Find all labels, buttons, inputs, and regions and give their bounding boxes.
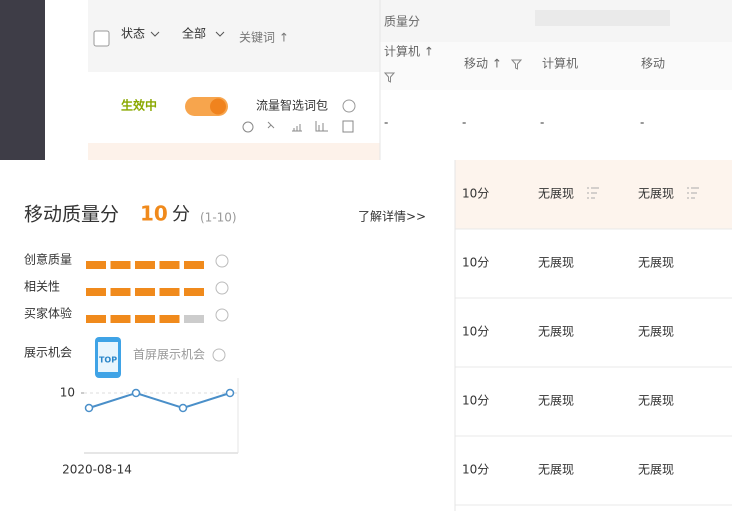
row-highlight	[455, 160, 732, 229]
level-segment	[86, 288, 106, 296]
metric-label: 创意质量	[24, 252, 72, 267]
cell: 无展现	[538, 187, 574, 201]
column-header[interactable]: 计算机 ↑	[384, 44, 434, 59]
cell: 无展现	[538, 394, 574, 408]
help-icon[interactable]	[342, 99, 356, 113]
y-tick-label: 10	[60, 386, 75, 400]
column-header: 移动	[641, 57, 665, 71]
cell: 无展现	[638, 187, 674, 201]
level-segment	[184, 288, 204, 296]
cell: 无展现	[638, 394, 674, 408]
level-segment	[86, 315, 106, 323]
status-filter[interactable]: 状态	[121, 27, 145, 41]
cell: -	[462, 116, 466, 130]
popup-title: 移动质量分	[24, 204, 119, 226]
cell: -	[640, 116, 644, 130]
cell: 无展现	[538, 325, 574, 339]
point	[131, 388, 141, 398]
level-segment	[159, 315, 180, 323]
metric-label: 相关性	[24, 280, 60, 294]
cell: 10分	[462, 463, 489, 477]
level-segment	[184, 261, 204, 269]
x-tick-label: 2020-08-14	[62, 463, 132, 477]
point	[178, 403, 188, 413]
phone-badge: TOP	[99, 356, 117, 365]
help-icon[interactable]	[215, 254, 229, 268]
package-name: 流量智选词包	[256, 98, 328, 113]
trend-chart: 10 2020-08-14	[60, 378, 239, 477]
cell: -	[540, 116, 544, 130]
column-header	[380, 42, 732, 90]
column-header[interactable]: 移动 ↑	[464, 57, 502, 71]
level-segment	[110, 261, 131, 269]
chevron	[150, 31, 160, 37]
score: 10	[140, 202, 168, 226]
cell: 无展现	[638, 463, 674, 477]
group-title: 质量分	[384, 15, 420, 29]
level-segment	[110, 288, 131, 296]
metric-label: 买家体验	[24, 306, 72, 321]
details-link[interactable]: 了解详情>>	[358, 209, 426, 224]
cell: 10分	[462, 256, 489, 270]
cell: 无展现	[638, 256, 674, 270]
level-segment	[159, 261, 180, 269]
level-segment	[159, 288, 180, 296]
level-segment	[135, 261, 155, 269]
level-segment	[184, 315, 204, 323]
score-unit: 分	[172, 204, 190, 225]
point	[84, 403, 94, 413]
help-icon[interactable]	[215, 281, 229, 295]
column-header: 计算机	[542, 56, 578, 71]
filter-icon[interactable]	[510, 59, 523, 70]
cell: 10分	[462, 325, 489, 339]
opportunity-label: 展示机会	[24, 346, 72, 360]
sort-icon	[687, 187, 699, 199]
cell: 10分	[462, 394, 489, 408]
left-header	[88, 0, 380, 72]
chevron	[215, 31, 225, 37]
left-row-highlight	[88, 143, 380, 160]
keyword-sort[interactable]: 关键词 ↑	[239, 31, 289, 45]
blurred-text	[535, 10, 670, 26]
help-icon[interactable]	[215, 308, 229, 322]
cell: -	[384, 116, 388, 130]
cell: 无展现	[538, 463, 574, 477]
level-segment	[135, 315, 155, 323]
all-filter[interactable]: 全部	[182, 26, 206, 41]
checkbox[interactable]	[93, 30, 110, 47]
level-segment	[86, 261, 106, 269]
cell: 无展现	[638, 325, 674, 339]
line	[88, 391, 231, 410]
level-segment	[135, 288, 155, 296]
help-icon[interactable]	[212, 348, 226, 362]
toggle-knob	[210, 98, 226, 115]
sidebar	[0, 0, 45, 160]
cell: 10分	[462, 187, 489, 201]
score-range: (1-10)	[200, 211, 237, 225]
phone-screen	[98, 342, 118, 372]
action-icons	[242, 120, 354, 133]
level-segment	[110, 315, 131, 323]
cell: 无展现	[538, 256, 574, 270]
status-label: 生效中	[121, 98, 157, 113]
filter-icon[interactable]	[383, 72, 396, 83]
point	[225, 388, 235, 398]
opportunity-value: 首屏展示机会	[133, 348, 205, 362]
sort-icon	[587, 187, 599, 199]
